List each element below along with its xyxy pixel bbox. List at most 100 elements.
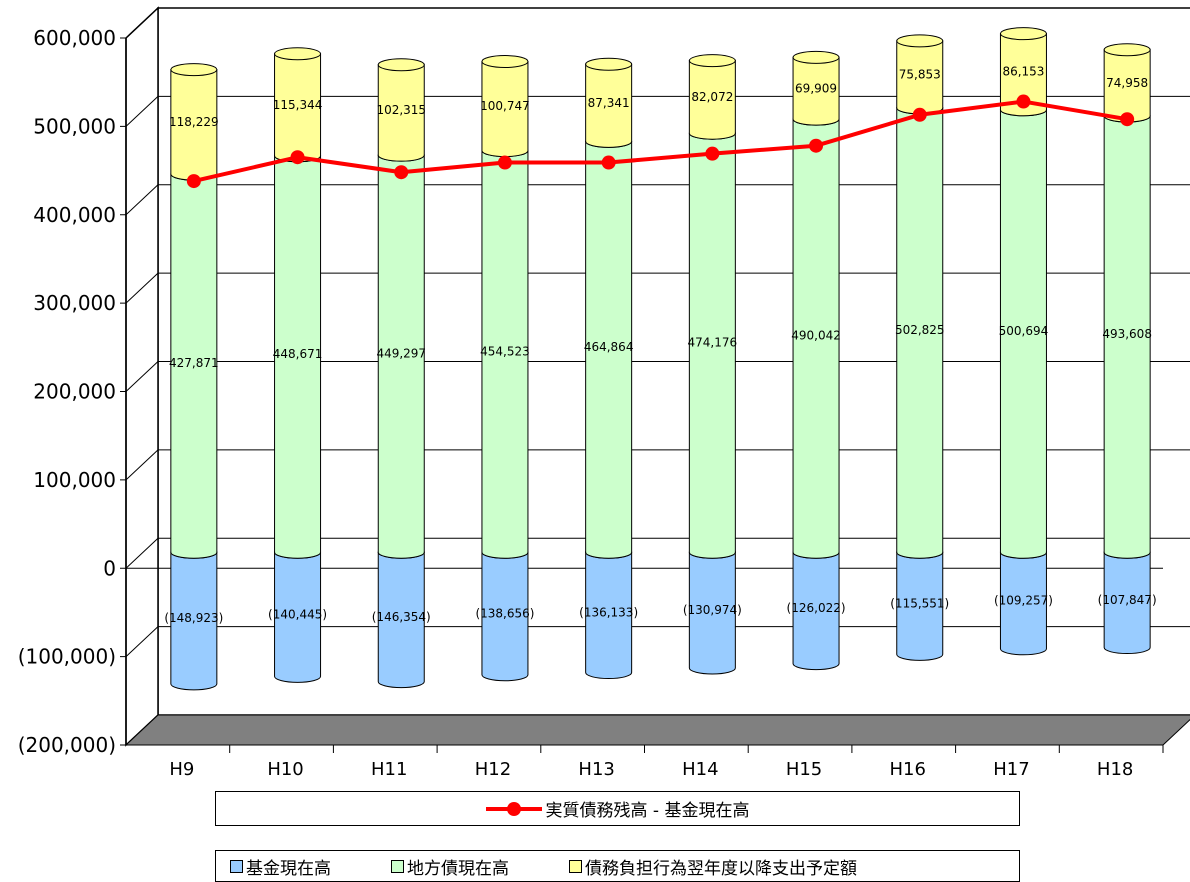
bar-debt-burden bbox=[170, 63, 218, 181]
gridline-side bbox=[125, 537, 159, 569]
bar-fund-body bbox=[585, 551, 633, 680]
bar-debt-burden-top bbox=[688, 54, 736, 68]
bar-debt-burden bbox=[481, 55, 529, 158]
bar-local-bonds-body bbox=[274, 155, 322, 559]
chart: 600,000 500,000 400,000 300,000 200,000 100,0… bbox=[18, 6, 1190, 780]
data-label-debt-burden: 86,153 bbox=[1002, 65, 1044, 79]
x-tick-label: H14 bbox=[682, 759, 718, 780]
legend-line-series: 実質債務残高 - 基金現在高 bbox=[215, 791, 1020, 826]
line-point bbox=[1016, 94, 1031, 109]
bar-local-bonds-body bbox=[792, 118, 840, 559]
y-tick-label: 300,000 bbox=[33, 291, 116, 315]
data-label-fund: (146,354) bbox=[372, 610, 431, 624]
bar-debt-burden-top bbox=[999, 27, 1047, 41]
bar-debt-burden-top bbox=[1103, 43, 1151, 57]
legend-line-swatch bbox=[485, 801, 542, 816]
bar-fund-body bbox=[377, 551, 425, 689]
bar-debt-burden-body bbox=[585, 63, 633, 148]
data-label-debt-burden: 69,909 bbox=[795, 81, 837, 95]
x-tick-label: H17 bbox=[993, 759, 1029, 780]
bar-debt-burden-top bbox=[274, 47, 322, 61]
bar-debt-burden bbox=[999, 27, 1047, 117]
line-point bbox=[186, 174, 201, 189]
gridline-side bbox=[125, 184, 159, 216]
legend-line-label: 実質債務残高 - 基金現在高 bbox=[545, 801, 750, 821]
x-tick-label: H9 bbox=[169, 759, 194, 780]
data-label-debt-burden: 115,344 bbox=[273, 98, 323, 112]
data-label-fund: (138,656) bbox=[475, 607, 534, 621]
y-tick-label: 0 bbox=[103, 556, 116, 580]
bar-fund-body bbox=[896, 551, 944, 661]
data-label-local-bonds: 502,825 bbox=[895, 323, 945, 337]
bar-debt-burden-body bbox=[688, 60, 736, 140]
bar-debt-burden-top bbox=[792, 50, 840, 64]
bar-debt-burden-top bbox=[481, 55, 529, 69]
line-point bbox=[1120, 112, 1135, 127]
bar-debt-burden bbox=[896, 34, 944, 115]
x-tick-label: H10 bbox=[267, 759, 303, 780]
legend-swatch-fund bbox=[230, 859, 243, 873]
y-tick-label: 400,000 bbox=[33, 203, 116, 227]
x-tick-label: H12 bbox=[475, 759, 511, 780]
bar-local-bonds-body bbox=[377, 154, 425, 559]
data-label-fund: (148,923) bbox=[164, 611, 223, 625]
gridline-side bbox=[125, 361, 159, 392]
line-point bbox=[394, 165, 409, 180]
data-label-fund: (107,847) bbox=[1098, 593, 1157, 607]
bar-local-bonds-body bbox=[585, 140, 633, 559]
legend-item-fund: 基金現在高 bbox=[230, 854, 331, 879]
data-label-local-bonds: 493,608 bbox=[1102, 327, 1152, 341]
bar-debt-burden bbox=[688, 54, 736, 140]
data-label-fund: (109,257) bbox=[994, 594, 1053, 608]
bar-local-bonds-body bbox=[1103, 115, 1151, 559]
x-tick-label: H13 bbox=[578, 759, 614, 780]
x-tick-label: H18 bbox=[1097, 759, 1133, 780]
line-path bbox=[193, 99, 1128, 184]
data-label-local-bonds: 427,871 bbox=[169, 356, 219, 370]
legend-bar-series: 基金現在高 地方債現在高 債務負担行為翌年度以降支出予定額 bbox=[215, 850, 1020, 882]
legend-item-local-bonds: 地方債現在高 bbox=[391, 854, 509, 879]
bar-fund-body bbox=[688, 551, 736, 675]
bar-debt-burden-body bbox=[377, 64, 425, 162]
bar-debt-burden-top bbox=[170, 63, 218, 77]
gridline-side bbox=[125, 96, 159, 127]
bar-fund-body bbox=[999, 551, 1047, 656]
data-label-local-bonds: 500,694 bbox=[999, 324, 1049, 338]
data-label-local-bonds: 454,523 bbox=[480, 344, 530, 358]
bar-local-bonds-body bbox=[999, 109, 1047, 559]
line-point bbox=[912, 107, 927, 122]
data-label-fund: (136,133) bbox=[579, 605, 638, 619]
y-tick-label: 500,000 bbox=[33, 114, 116, 138]
bar-fund-body bbox=[792, 551, 840, 671]
bar-debt-burden-top bbox=[585, 57, 633, 71]
line-point bbox=[601, 155, 616, 170]
bar-debt-burden bbox=[585, 57, 633, 148]
bar-debt-burden-top bbox=[377, 58, 425, 72]
data-label-local-bonds: 464,864 bbox=[584, 340, 634, 354]
line-point bbox=[290, 150, 305, 165]
data-label-local-bonds: 449,297 bbox=[376, 347, 426, 361]
line-point bbox=[809, 138, 824, 153]
data-label-debt-burden: 100,747 bbox=[480, 99, 530, 113]
x-axis: H9 H10 H11 H12 H13 H14 H15 H16 H17 H18 bbox=[169, 745, 1164, 780]
x-tick-label: H15 bbox=[786, 759, 822, 780]
y-tick-label: 100,000 bbox=[33, 468, 116, 492]
y-tick-label: (100,000) bbox=[18, 645, 116, 669]
legend-label-debt-burden: 債務負担行為翌年度以降支出予定額 bbox=[585, 858, 857, 879]
legend-item-debt-burden: 債務負担行為翌年度以降支出予定額 bbox=[569, 854, 857, 879]
bar-fund-body bbox=[274, 551, 322, 683]
data-label-fund: (130,974) bbox=[683, 603, 742, 617]
data-label-local-bonds: 490,042 bbox=[791, 329, 841, 343]
bar-debt-burden-body bbox=[999, 33, 1047, 117]
bar-fund-body bbox=[170, 551, 218, 691]
data-label-debt-burden: 74,958 bbox=[1106, 76, 1148, 90]
legend-label-fund: 基金現在高 bbox=[246, 858, 331, 879]
data-label-debt-burden: 87,341 bbox=[588, 96, 630, 110]
bars: (148,923) 427,871 118,229 (140,445) 448,671 1… bbox=[164, 27, 1157, 691]
data-label-debt-burden: 82,072 bbox=[691, 90, 733, 104]
data-label-local-bonds: 474,176 bbox=[688, 336, 738, 350]
data-label-fund: (140,445) bbox=[268, 607, 327, 621]
bar-debt-burden bbox=[792, 50, 840, 126]
data-label-debt-burden: 75,853 bbox=[899, 67, 941, 81]
data-label-debt-burden: 118,229 bbox=[169, 115, 219, 129]
